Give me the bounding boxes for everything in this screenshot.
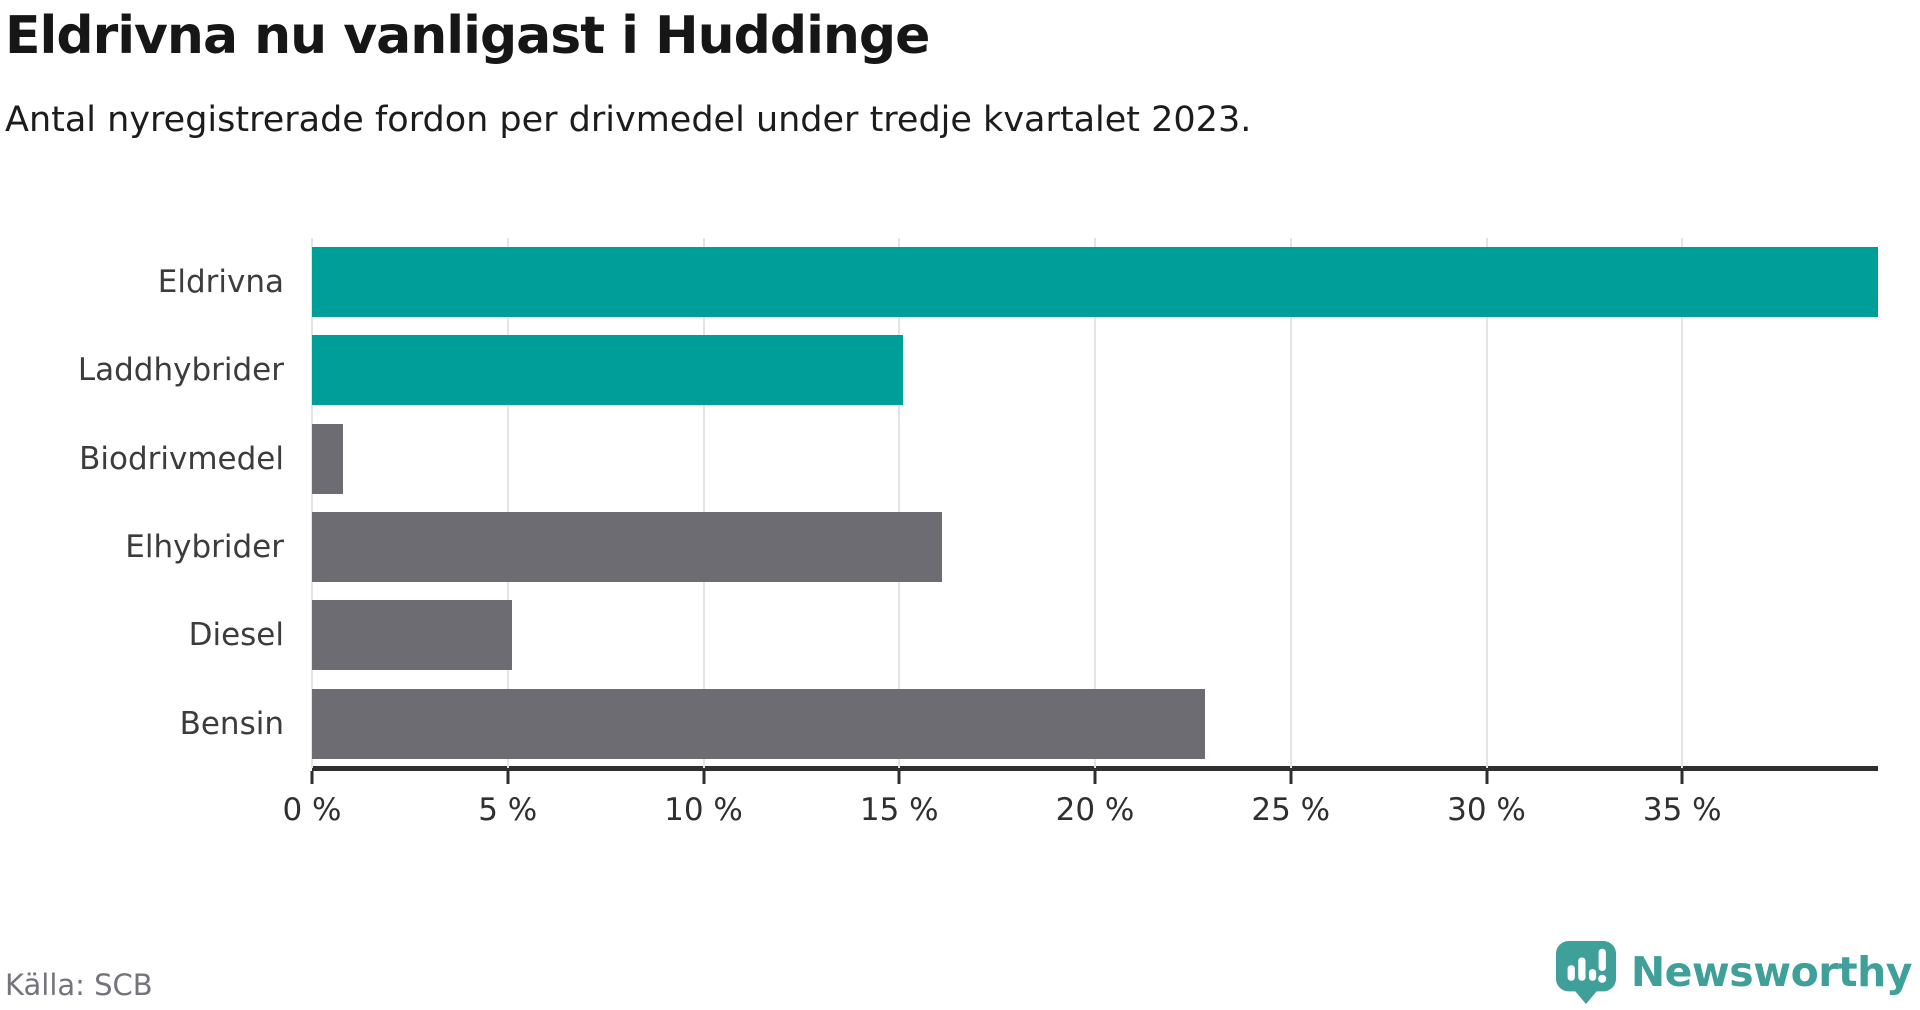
x-tick-label: 0 % — [282, 792, 342, 828]
gridline — [506, 238, 509, 768]
gridline — [1289, 238, 1292, 768]
x-tick-label: 25 % — [1251, 792, 1331, 828]
x-tick-mark — [1680, 771, 1684, 784]
x-tick-mark — [1485, 771, 1488, 784]
category-labels: Eldrivna Laddhybrider Biodrivmedel Elhybrid… — [0, 238, 284, 768]
bar-row — [312, 503, 1878, 591]
x-tick-label: 20 % — [1055, 792, 1135, 828]
x-tick-mark — [506, 771, 510, 784]
category-label: Elhybrider — [125, 529, 284, 566]
x-tick-label: 35 % — [1642, 792, 1722, 828]
plot-area — [311, 238, 1878, 768]
newsworthy-logo: Newsworthy — [1555, 940, 1913, 1004]
logo-bar-icon — [1567, 965, 1575, 981]
x-tick-mark — [897, 771, 901, 784]
logo-exclamation-dot-icon — [1597, 974, 1607, 983]
x-tick-mark — [310, 771, 314, 784]
category-label: Bensin — [179, 705, 284, 742]
x-tick-label: 10 % — [664, 792, 743, 828]
x-tick-label: 30 % — [1447, 792, 1526, 828]
bar-row — [312, 680, 1878, 768]
bar-diesel — [312, 600, 512, 671]
gridline — [898, 238, 901, 768]
newsworthy-logo-icon — [1555, 941, 1616, 1004]
x-tick-mark — [1093, 771, 1097, 784]
category-label: Eldrivna — [157, 264, 284, 301]
gridline — [702, 238, 705, 768]
logo-exclamation-icon — [1598, 948, 1606, 972]
bar-elhybrider — [312, 512, 943, 583]
newsworthy-logo-text: Newsworthy — [1630, 948, 1913, 996]
gridline — [1094, 238, 1096, 768]
bar-row — [312, 326, 1878, 414]
x-axis-line — [312, 766, 1878, 771]
x-tick-label: 5 % — [478, 792, 538, 828]
bar-row — [312, 591, 1878, 679]
logo-bar-icon — [1578, 957, 1586, 981]
source-note: Källa: SCB — [5, 968, 153, 1002]
chart-title: Eldrivna nu vanligast i Huddinge — [5, 6, 930, 66]
chart-subtitle: Antal nyregistrerade fordon per drivmede… — [5, 100, 1252, 140]
x-tick-label: 15 % — [859, 792, 939, 828]
bar-eldrivna — [312, 247, 1878, 318]
bar-laddhybrider — [312, 335, 904, 406]
category-label: Laddhybrider — [77, 352, 284, 389]
bar-row — [312, 238, 1878, 326]
category-label: Diesel — [188, 617, 284, 654]
gridline — [1681, 238, 1684, 768]
x-axis: 0 % 5 % 10 % 15 % 20 % 25 % 30 % 35 % — [282, 766, 1878, 836]
logo-bar-icon — [1588, 969, 1596, 981]
bar-biodrivmedel — [312, 423, 344, 494]
x-tick-mark — [702, 771, 705, 784]
bar-bensin — [312, 688, 1205, 759]
gridline — [311, 238, 313, 768]
gridline — [1485, 238, 1488, 768]
bar-row — [312, 415, 1878, 503]
category-label: Biodrivmedel — [79, 440, 284, 477]
x-tick-mark — [1289, 771, 1293, 784]
